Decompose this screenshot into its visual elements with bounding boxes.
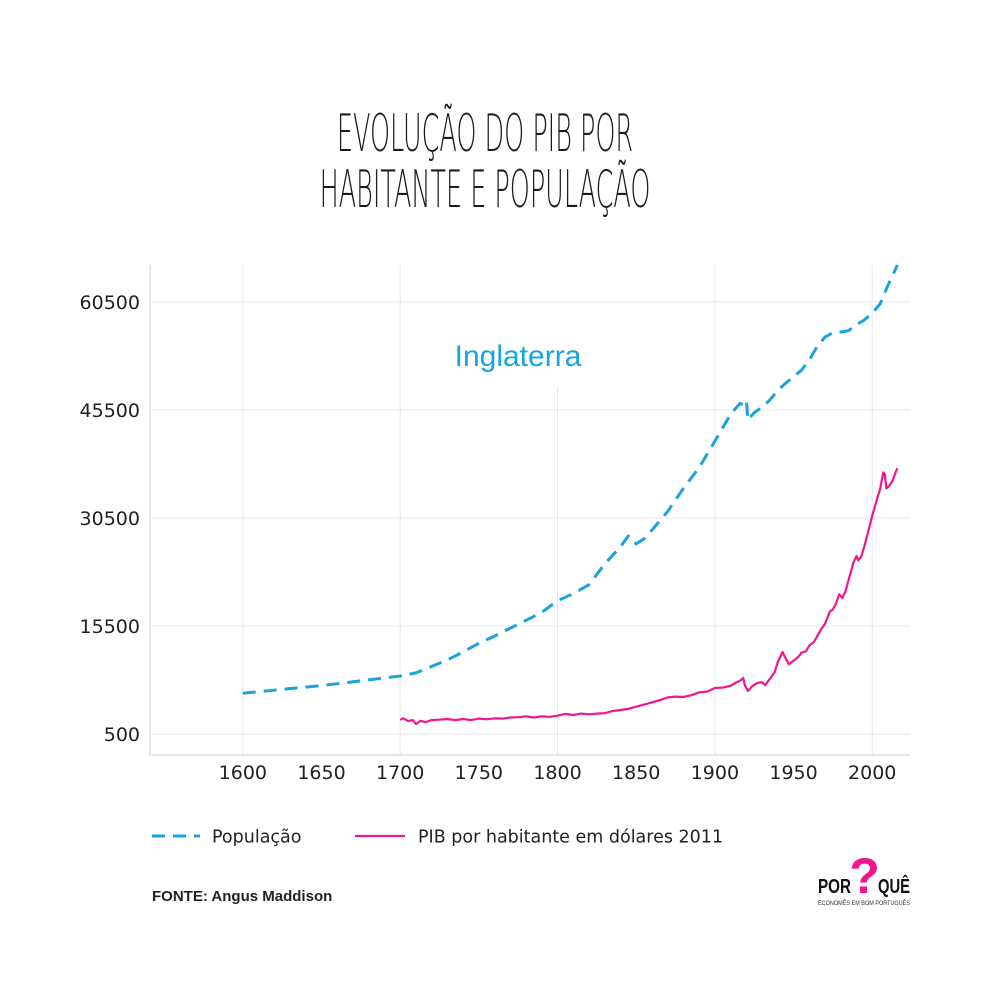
vertical-gridlines	[242, 265, 873, 755]
x-tick-label: 1950	[769, 762, 817, 784]
x-tick-label: 1700	[376, 762, 424, 784]
legend-item-population: População	[152, 828, 301, 848]
population-line	[242, 264, 899, 695]
series-lines	[242, 264, 899, 726]
chart-title: EVOLUÇÃO DO PIB POR HABITANTE E POPULAÇÃ…	[319, 104, 651, 220]
x-tick-label: 1650	[297, 762, 345, 784]
gdp-per-capita-line	[399, 467, 899, 726]
x-tick-label: 1800	[533, 762, 581, 784]
legend-item-gdp-per-capita: PIB por habitante em dólares 2011	[355, 828, 723, 848]
x-tick-label: 1900	[691, 762, 739, 784]
source-note: FONTE: Angus Maddison	[152, 888, 332, 905]
logo-word-left: POR	[818, 876, 851, 898]
legend: População PIB por habitante em dólares 2…	[152, 828, 723, 848]
y-tick-label: 15500	[80, 616, 140, 638]
horizontal-gridlines	[150, 301, 910, 735]
x-tick-label: 1750	[455, 762, 503, 784]
legend-label-gdp-per-capita: PIB por habitante em dólares 2011	[418, 828, 723, 848]
logo-question-mark: ?	[849, 848, 880, 904]
country-annotation: Inglaterra	[455, 340, 582, 373]
tick-labels: 1600 1650 1700 1750 1800 1850 1900 1950 2000 500 1…	[80, 292, 897, 784]
porque-logo: POR ? QUÊ ECONOMÊS EM BOM PORTUGUÊS	[818, 848, 910, 907]
x-tick-label: 1850	[612, 762, 660, 784]
y-tick-label: 60500	[80, 292, 140, 314]
y-tick-label: 30500	[80, 508, 140, 530]
y-tick-label: 500	[104, 724, 140, 746]
x-tick-label: 2000	[848, 762, 896, 784]
logo-word-right: QUÊ	[878, 874, 910, 898]
legend-label-population: População	[212, 828, 301, 848]
logo-tagline: ECONOMÊS EM BOM PORTUGUÊS	[818, 898, 910, 907]
annotation-mask	[549, 262, 566, 386]
y-tick-label: 45500	[80, 400, 140, 422]
x-tick-label: 1600	[219, 762, 267, 784]
